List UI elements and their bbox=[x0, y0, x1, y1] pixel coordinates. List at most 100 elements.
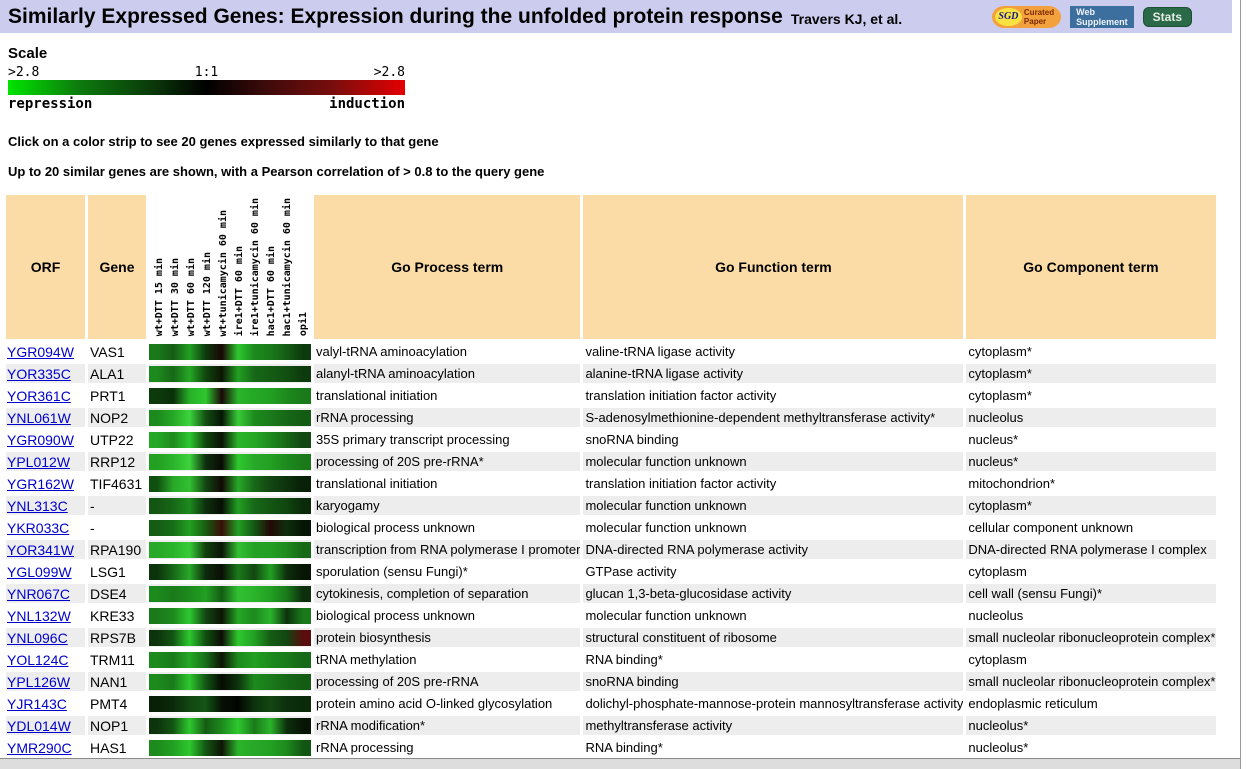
expression-strip[interactable] bbox=[149, 651, 311, 668]
function-term: molecular function unknown bbox=[583, 606, 964, 625]
expression-strip[interactable] bbox=[149, 717, 311, 734]
expression-strip[interactable] bbox=[149, 387, 311, 404]
page-title: Similarly Expressed Genes: Expression du… bbox=[8, 4, 783, 28]
component-term: nucleolus bbox=[966, 606, 1216, 625]
table-row: YNL096C RPS7B protein biosynthesis struc… bbox=[6, 628, 1216, 647]
component-term: DNA-directed RNA polymerase I complex bbox=[966, 540, 1216, 559]
component-term: cytoplasm bbox=[966, 650, 1216, 669]
orf-link[interactable]: YPL126W bbox=[7, 673, 71, 690]
table-row: YOR361C PRT1 translational initiation tr… bbox=[6, 386, 1216, 405]
gene-table-body: YGR094W VAS1 valyl-tRNA aminoacylation v… bbox=[6, 342, 1216, 757]
component-term: nucleolus* bbox=[966, 716, 1216, 735]
expression-strip[interactable] bbox=[149, 541, 311, 558]
process-term: processing of 20S pre-rRNA bbox=[314, 672, 581, 691]
function-term: DNA-directed RNA polymerase activity bbox=[583, 540, 964, 559]
function-term: RNA binding* bbox=[583, 650, 964, 669]
expression-strip[interactable] bbox=[149, 519, 311, 536]
induction-label: induction bbox=[329, 96, 405, 112]
table-row: YMR290C HAS1 rRNA processing RNA binding… bbox=[6, 738, 1216, 757]
gene-name: VAS1 bbox=[88, 342, 146, 361]
orf-link[interactable]: YKR033C bbox=[7, 519, 70, 536]
function-term: S-adenosylmethionine-dependent methyltra… bbox=[583, 408, 964, 427]
scale-center-value: 1:1 bbox=[194, 65, 219, 80]
orf-link[interactable]: YOL124C bbox=[7, 651, 69, 668]
web-badge-line2: Supplement bbox=[1076, 16, 1128, 27]
scale-section: Scale >2.8 1:1 >2.8 repression induction bbox=[8, 45, 405, 112]
orf-link[interactable]: YOR335C bbox=[7, 365, 71, 382]
table-row: YNL132W KRE33 biological process unknown… bbox=[6, 606, 1216, 625]
process-term: processing of 20S pre-rRNA* bbox=[314, 452, 581, 471]
instruction-similar-genes: Up to 20 similar genes are shown, with a… bbox=[8, 164, 545, 179]
expression-strip[interactable] bbox=[149, 453, 311, 470]
orf-link[interactable]: YOR341W bbox=[7, 541, 74, 558]
expression-strip[interactable] bbox=[149, 365, 311, 382]
expression-strip[interactable] bbox=[149, 343, 311, 360]
orf-link[interactable]: YNL132W bbox=[7, 607, 71, 624]
expression-strip[interactable] bbox=[149, 431, 311, 448]
process-term: 35S primary transcript processing bbox=[314, 430, 581, 449]
gene-name: TRM11 bbox=[88, 650, 146, 669]
instruction-click-strip: Click on a color strip to see 20 genes e… bbox=[8, 134, 439, 149]
table-header-row: ORF Gene wt+DTT 15 min wt+DTT 30 min wt+DT… bbox=[6, 195, 1216, 339]
orf-link[interactable]: YGR094W bbox=[7, 343, 74, 360]
gene-name: NAN1 bbox=[88, 672, 146, 691]
expression-strip[interactable] bbox=[149, 585, 311, 602]
column-header-process: Go Process term bbox=[314, 195, 581, 339]
gene-name: LSG1 bbox=[88, 562, 146, 581]
function-term: valine-tRNA ligase activity bbox=[583, 342, 964, 361]
expression-strip[interactable] bbox=[149, 607, 311, 624]
experiment-label: wt+DTT 60 min bbox=[185, 257, 197, 336]
orf-link[interactable]: YMR290C bbox=[7, 739, 72, 756]
table-row: YGR094W VAS1 valyl-tRNA aminoacylation v… bbox=[6, 342, 1216, 361]
web-badge-line1: Web bbox=[1076, 6, 1095, 17]
component-term: cytoplasm* bbox=[966, 496, 1216, 515]
gene-name: - bbox=[88, 518, 146, 537]
process-term: karyogamy bbox=[314, 496, 581, 515]
horizontal-scrollbar[interactable] bbox=[0, 758, 1240, 769]
process-term: transcription from RNA polymerase I prom… bbox=[314, 540, 581, 559]
function-term: molecular function unknown bbox=[583, 452, 964, 471]
function-term: glucan 1,3-beta-glucosidase activity bbox=[583, 584, 964, 603]
component-term: nucleolus* bbox=[966, 738, 1216, 757]
expression-strip[interactable] bbox=[149, 695, 311, 712]
stats-badge[interactable]: Stats bbox=[1142, 6, 1192, 27]
orf-link[interactable]: YGR162W bbox=[7, 475, 74, 492]
expression-strip[interactable] bbox=[149, 409, 311, 426]
table-row: YDL014W NOP1 rRNA modification* methyltr… bbox=[6, 716, 1216, 735]
experiment-label: wt+DTT 15 min bbox=[153, 257, 165, 336]
orf-link[interactable]: YGR090W bbox=[7, 431, 74, 448]
component-term: nucleus* bbox=[966, 452, 1216, 471]
table-row: YPL126W NAN1 processing of 20S pre-rRNA … bbox=[6, 672, 1216, 691]
gene-name: NOP1 bbox=[88, 716, 146, 735]
table-row: YNL061W NOP2 rRNA processing S-adenosylm… bbox=[6, 408, 1216, 427]
scale-heading: Scale bbox=[8, 45, 48, 62]
orf-link[interactable]: YNL061W bbox=[7, 409, 71, 426]
function-term: translation initiation factor activity bbox=[583, 474, 964, 493]
orf-link[interactable]: YGL099W bbox=[7, 563, 72, 580]
process-term: rRNA processing bbox=[314, 408, 581, 427]
expression-strip[interactable] bbox=[149, 629, 311, 646]
orf-link[interactable]: YPL012W bbox=[7, 453, 71, 470]
scale-right-value: >2.8 bbox=[373, 65, 405, 80]
orf-link[interactable]: YOR361C bbox=[7, 387, 71, 404]
expression-strip[interactable] bbox=[149, 563, 311, 580]
table-row: YGL099W LSG1 sporulation (sensu Fungi)* … bbox=[6, 562, 1216, 581]
gene-name: HAS1 bbox=[88, 738, 146, 757]
expression-strip[interactable] bbox=[149, 673, 311, 690]
expression-strip[interactable] bbox=[149, 739, 311, 756]
column-header-component: Go Component term bbox=[966, 195, 1216, 339]
orf-link[interactable]: YNL096C bbox=[7, 629, 68, 646]
function-term: RNA binding* bbox=[583, 738, 964, 757]
gene-name: NOP2 bbox=[88, 408, 146, 427]
web-supplement-badge[interactable]: Web Supplement bbox=[1070, 5, 1134, 28]
table-row: YKR033C - biological process unknown mol… bbox=[6, 518, 1216, 537]
orf-link[interactable]: YNL313C bbox=[7, 497, 68, 514]
orf-link[interactable]: YNR067C bbox=[7, 585, 71, 602]
expression-strip[interactable] bbox=[149, 475, 311, 492]
orf-link[interactable]: YDL014W bbox=[7, 717, 71, 734]
orf-link[interactable]: YJR143C bbox=[7, 695, 67, 712]
gene-name: RRP12 bbox=[88, 452, 146, 471]
expression-strip[interactable] bbox=[149, 497, 311, 514]
function-term: structural constituent of ribosome bbox=[583, 628, 964, 647]
sgd-curated-paper-badge[interactable]: SGD Curated Paper bbox=[991, 5, 1062, 28]
